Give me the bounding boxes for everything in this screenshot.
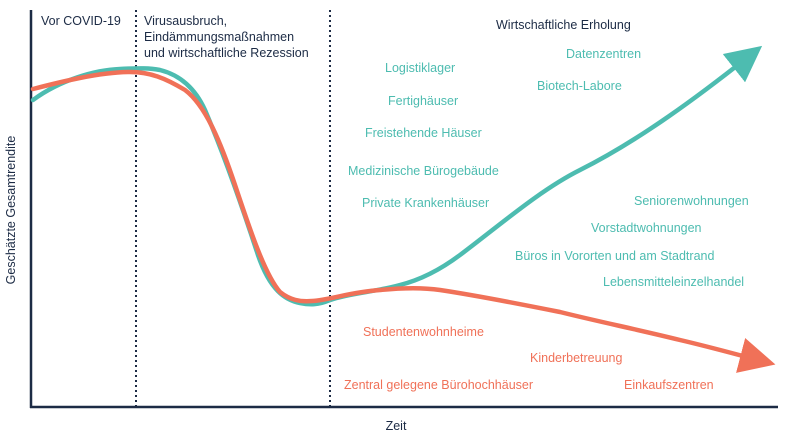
- phase-outbreak-line3: und wirtschaftliche Rezession: [144, 46, 309, 60]
- y-axis-label: Geschätzte Gesamtrendite: [4, 136, 18, 285]
- label-datenzentren: Datenzentren: [566, 47, 641, 61]
- label-kinderbetreuung: Kinderbetreuung: [530, 351, 622, 365]
- label-fertighaeuser: Fertighäuser: [388, 94, 458, 108]
- label-einkaufszentren: Einkaufszentren: [624, 378, 714, 392]
- label-medizinische-buerogebaeude: Medizinische Bürogebäude: [348, 164, 499, 178]
- phase-pre-covid: Vor COVID-19: [41, 14, 121, 28]
- label-seniorenwohnungen: Seniorenwohnungen: [634, 194, 749, 208]
- coral-curve: [30, 69, 776, 373]
- label-studentenwohnheime: Studentenwohnheime: [363, 325, 484, 339]
- phase-outbreak-line1: Virusausbruch,: [144, 14, 227, 28]
- label-zentral-buerohochhaeuser: Zentral gelegene Bürohochhäuser: [344, 378, 533, 392]
- phase-outbreak-line2: Eindämmungsmaßnahmen: [144, 30, 294, 44]
- phase-recovery: Wirtschaftliche Erholung: [496, 18, 631, 32]
- x-axis-label: Zeit: [386, 419, 407, 433]
- label-logistiklager: Logistiklager: [385, 61, 455, 75]
- label-lebensmitteleinzelhandel: Lebensmitteleinzelhandel: [603, 275, 744, 289]
- label-private-krankenhaeuser: Private Krankenhäuser: [362, 196, 489, 210]
- label-vorstadtwohnungen: Vorstadtwohnungen: [591, 221, 702, 235]
- teal-curve: [30, 45, 763, 307]
- label-freistehende-haeuser: Freistehende Häuser: [365, 126, 482, 140]
- label-bueros-vororte: Büros in Vororten und am Stadtrand: [515, 249, 714, 263]
- label-biotech-labore: Biotech-Labore: [537, 79, 622, 93]
